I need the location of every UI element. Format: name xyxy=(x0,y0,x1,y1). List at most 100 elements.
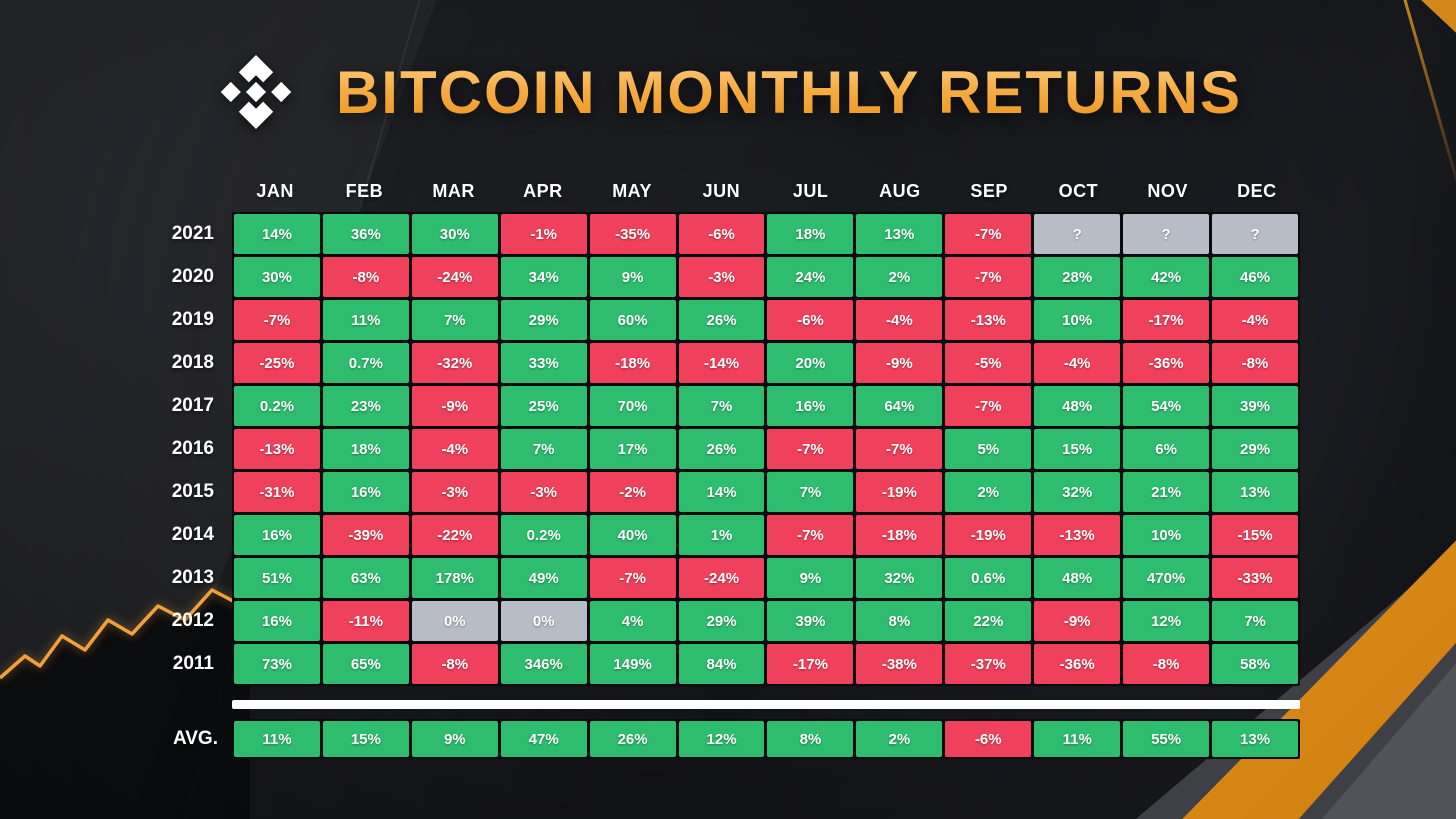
cell-2014-may: 40% xyxy=(589,515,676,555)
cell-2014-apr: 0.2% xyxy=(500,515,587,555)
cell-2017-mar: -9% xyxy=(411,386,498,426)
cell-2020-mar: -24% xyxy=(411,257,498,297)
cell-2014-jan: 16% xyxy=(234,515,320,555)
cell-2014-dec: -15% xyxy=(1212,515,1298,555)
cell-2014-mar: -22% xyxy=(411,515,498,555)
row-label-2016: 2016 xyxy=(171,438,214,459)
cell-2015-jan: -31% xyxy=(234,472,320,512)
cell-2012-jan: 16% xyxy=(234,601,320,641)
cell-2017-oct: 48% xyxy=(1034,386,1121,426)
cell-2012-apr: 0% xyxy=(500,601,587,641)
cell-2017-jul: 16% xyxy=(767,386,854,426)
column-header-apr: APR xyxy=(523,180,563,201)
cell-2019-jul: -6% xyxy=(767,300,854,340)
cell-2021-nov: ? xyxy=(1123,214,1210,254)
cell-2018-jul: 20% xyxy=(767,343,854,383)
cell-2020-dec: 46% xyxy=(1212,257,1298,297)
cell-2016-aug: -7% xyxy=(856,429,943,469)
cell-2012-may: 4% xyxy=(589,601,676,641)
column-header-oct: OCT xyxy=(1058,180,1099,201)
cell-2015-apr: -3% xyxy=(500,472,587,512)
row-label-2014: 2014 xyxy=(171,524,214,545)
cell-2011-oct: -36% xyxy=(1034,644,1121,684)
column-header-jan: JAN xyxy=(256,180,294,201)
cell-2016-mar: -4% xyxy=(411,429,498,469)
cell-2019-jun: 26% xyxy=(678,300,765,340)
cell-2011-sep: -37% xyxy=(945,644,1032,684)
cell-2014-sep: -19% xyxy=(945,515,1032,555)
cell-2011-mar: -8% xyxy=(411,644,498,684)
cell-2017-nov: 54% xyxy=(1123,386,1210,426)
cell-2021-jun: -6% xyxy=(678,214,765,254)
cell-2021-aug: 13% xyxy=(856,214,943,254)
cell-avg-aug: 2% xyxy=(856,721,943,757)
cell-2016-jul: -7% xyxy=(767,429,854,469)
cell-2019-may: 60% xyxy=(589,300,676,340)
cell-2017-aug: 64% xyxy=(856,386,943,426)
cell-2011-jun: 84% xyxy=(678,644,765,684)
cell-2018-nov: -36% xyxy=(1123,343,1210,383)
cell-2014-aug: -18% xyxy=(856,515,943,555)
cell-2015-dec: 13% xyxy=(1212,472,1298,512)
cell-2019-nov: -17% xyxy=(1123,300,1210,340)
cell-2019-dec: -4% xyxy=(1212,300,1298,340)
cell-2013-apr: 49% xyxy=(500,558,587,598)
row-label-2018: 2018 xyxy=(171,352,214,373)
cell-2013-nov: 470% xyxy=(1123,558,1210,598)
cell-2012-oct: -9% xyxy=(1034,601,1121,641)
cell-2016-sep: 5% xyxy=(945,429,1032,469)
cell-avg-sep: -6% xyxy=(945,721,1032,757)
cell-2013-sep: 0.6% xyxy=(945,558,1032,598)
cell-2016-dec: 29% xyxy=(1212,429,1298,469)
cell-2017-may: 70% xyxy=(589,386,676,426)
cell-2015-aug: -19% xyxy=(856,472,943,512)
cell-2016-oct: 15% xyxy=(1034,429,1121,469)
cell-2020-nov: 42% xyxy=(1123,257,1210,297)
column-header-dec: DEC xyxy=(1237,180,1277,201)
cell-2018-dec: -8% xyxy=(1212,343,1298,383)
cell-2019-sep: -13% xyxy=(945,300,1032,340)
cell-2019-apr: 29% xyxy=(500,300,587,340)
row-label-2011: 2011 xyxy=(172,653,214,674)
cell-2013-dec: -33% xyxy=(1212,558,1298,598)
cell-2020-jul: 24% xyxy=(767,257,854,297)
column-header-jun: JUN xyxy=(702,180,741,201)
cell-avg-nov: 55% xyxy=(1123,721,1210,757)
cell-2013-jul: 9% xyxy=(767,558,854,598)
avg-separator-bar xyxy=(232,700,1300,709)
column-header-aug: AUG xyxy=(879,180,921,201)
row-label-2021: 2021 xyxy=(171,223,214,244)
cell-2014-nov: 10% xyxy=(1123,515,1210,555)
page-title: BITCOIN MONTHLY RETURNS xyxy=(335,58,1243,126)
cell-2019-feb: 11% xyxy=(322,300,409,340)
cell-2016-jun: 26% xyxy=(678,429,765,469)
cell-2018-mar: -32% xyxy=(411,343,498,383)
cell-2011-nov: -8% xyxy=(1123,644,1210,684)
cell-2018-may: -18% xyxy=(589,343,676,383)
cell-2012-feb: -11% xyxy=(322,601,409,641)
row-label-2019: 2019 xyxy=(171,309,214,330)
cell-2014-jun: 1% xyxy=(678,515,765,555)
avg-row-label: AVG. xyxy=(172,728,218,749)
cell-2013-mar: 178% xyxy=(411,558,498,598)
cell-2018-jan: -25% xyxy=(234,343,320,383)
cell-2011-jul: -17% xyxy=(767,644,854,684)
cell-2017-jun: 7% xyxy=(678,386,765,426)
cell-2017-dec: 39% xyxy=(1212,386,1298,426)
row-label-2017: 2017 xyxy=(171,395,214,416)
cell-2018-feb: 0.7% xyxy=(322,343,409,383)
cell-2015-feb: 16% xyxy=(322,472,409,512)
cell-2017-apr: 25% xyxy=(500,386,587,426)
cell-2018-apr: 33% xyxy=(500,343,587,383)
cell-2019-mar: 7% xyxy=(411,300,498,340)
cell-2017-feb: 23% xyxy=(322,386,409,426)
cell-2021-jul: 18% xyxy=(767,214,854,254)
cell-2015-sep: 2% xyxy=(945,472,1032,512)
row-label-2013: 2013 xyxy=(171,567,214,588)
cell-2014-oct: -13% xyxy=(1034,515,1121,555)
cell-2014-feb: -39% xyxy=(322,515,409,555)
cell-2017-sep: -7% xyxy=(945,386,1032,426)
table-body: 2021 2020 2019 2018 2017 2016 2015 2014 2013 2012… xyxy=(150,212,1300,686)
cell-2020-feb: -8% xyxy=(322,257,409,297)
cell-2021-dec: ? xyxy=(1212,214,1298,254)
